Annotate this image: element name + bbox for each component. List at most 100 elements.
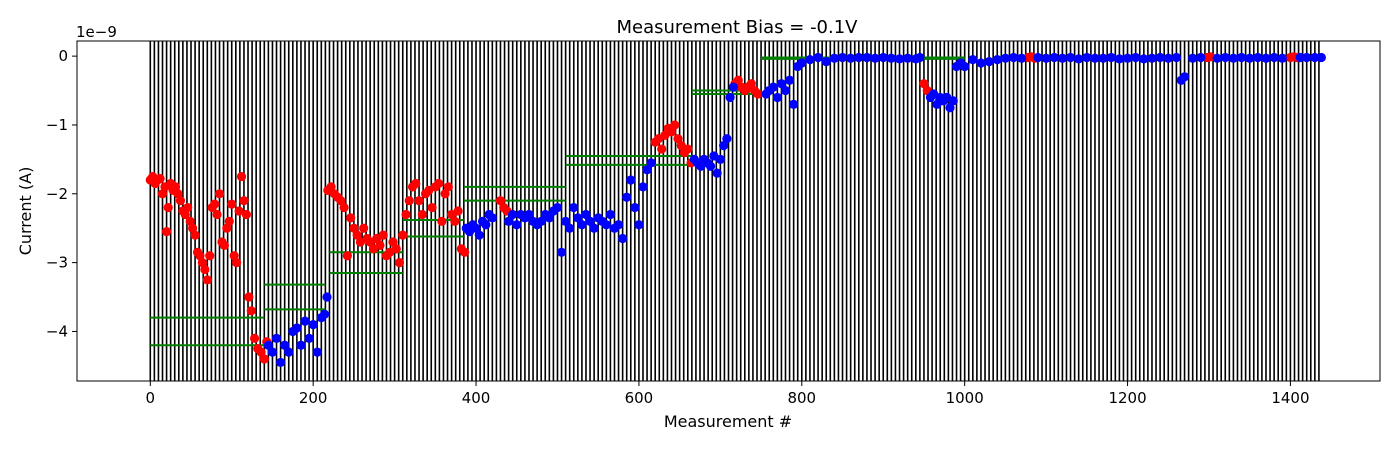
y-tick-label: −2	[46, 185, 68, 203]
red-data-point	[200, 264, 210, 275]
y-offset-label: 1e−9	[76, 23, 117, 41]
blue-data-point	[1188, 53, 1198, 63]
blue-data-point	[1245, 53, 1255, 63]
blue-data-point	[300, 316, 310, 326]
blue-data-point	[481, 220, 491, 230]
blue-data-point	[797, 58, 807, 68]
y-tick-label: −4	[46, 322, 68, 340]
blue-data-point	[894, 54, 905, 64]
blue-data-point	[577, 220, 587, 230]
blue-data-point	[854, 52, 864, 63]
x-tick-label: 600	[625, 389, 654, 407]
blue-data-point	[1179, 72, 1190, 82]
blue-data-point	[601, 220, 611, 230]
red-data-point	[433, 178, 444, 189]
red-data-point	[175, 196, 186, 206]
blue-data-point	[292, 323, 302, 333]
blue-data-point	[772, 92, 782, 103]
red-data-point	[227, 199, 237, 209]
blue-data-point	[1212, 53, 1222, 63]
red-data-point	[375, 240, 385, 251]
red-data-point	[388, 237, 398, 247]
x-tick-label: 400	[462, 389, 491, 407]
blue-data-point	[1057, 53, 1067, 63]
blue-data-point	[1090, 53, 1100, 63]
blue-data-point	[271, 333, 282, 343]
blue-data-point	[870, 53, 880, 63]
blue-data-point	[1041, 53, 1051, 63]
blue-data-point	[945, 103, 955, 113]
red-data-point	[256, 347, 266, 357]
red-data-point	[443, 182, 453, 192]
red-data-point	[232, 258, 242, 268]
red-data-point	[440, 189, 450, 199]
blue-data-point	[1295, 52, 1305, 63]
blue-data-point	[556, 247, 567, 257]
red-data-point	[246, 306, 256, 316]
blue-data-point	[304, 333, 314, 343]
red-data-point	[666, 127, 677, 137]
red-data-point	[336, 196, 346, 206]
red-data-point	[450, 216, 460, 226]
blue-data-point	[1065, 52, 1076, 63]
blue-data-point	[1147, 53, 1157, 63]
red-data-point	[205, 251, 215, 261]
red-data-point	[155, 174, 165, 184]
red-data-point	[224, 216, 234, 226]
blue-data-point	[1310, 52, 1320, 63]
blue-data-point	[789, 99, 799, 109]
blue-data-point	[622, 192, 632, 202]
blue-data-point	[1000, 53, 1010, 63]
blue-data-point	[805, 54, 815, 65]
chart-title: Measurement Bias = -0.1V	[616, 17, 858, 38]
blue-data-point	[280, 340, 290, 350]
blue-data-point	[573, 213, 583, 223]
blue-data-point	[992, 54, 1002, 65]
x-tick-label: 1400	[1271, 389, 1309, 407]
red-data-point	[394, 258, 405, 268]
blue-data-point	[312, 347, 322, 357]
blue-data-point	[813, 52, 823, 63]
red-data-point	[346, 213, 356, 223]
blue-data-point	[1163, 53, 1173, 63]
blue-data-point	[487, 213, 497, 223]
blue-data-point	[976, 58, 986, 68]
red-data-point	[401, 209, 411, 220]
blue-data-point	[581, 209, 591, 220]
blue-data-point	[1114, 54, 1124, 64]
red-data-point	[427, 202, 437, 213]
blue-data-point	[1155, 52, 1165, 63]
red-data-point	[163, 202, 173, 213]
blue-data-point	[1017, 53, 1027, 63]
blue-data-point	[948, 96, 958, 106]
blue-data-point	[1008, 52, 1019, 63]
x-axis-label: Measurement #	[664, 412, 792, 431]
blue-data-point	[284, 347, 294, 357]
blue-data-point	[613, 220, 624, 230]
blue-data-point	[719, 141, 729, 151]
blue-data-point	[1220, 52, 1230, 63]
blue-data-point	[984, 57, 994, 67]
red-data-point	[210, 199, 220, 209]
red-data-point	[244, 292, 254, 302]
red-data-point	[411, 178, 421, 189]
blue-data-point	[319, 309, 330, 319]
blue-data-point	[308, 319, 318, 330]
red-data-point	[670, 120, 680, 130]
red-data-point	[259, 354, 269, 364]
red-data-point	[190, 230, 200, 240]
blue-data-point	[722, 134, 732, 144]
blue-data-point	[626, 175, 636, 185]
red-data-point	[241, 209, 251, 220]
blue-data-point	[1236, 52, 1247, 63]
blue-data-point	[1098, 53, 1108, 63]
blue-data-point	[821, 57, 831, 67]
blue-data-point	[846, 53, 856, 63]
red-data-point	[342, 251, 352, 261]
red-data-point	[378, 230, 388, 240]
red-data-point	[234, 206, 244, 216]
blue-data-point	[1253, 52, 1263, 63]
x-tick-label: 200	[299, 389, 328, 407]
